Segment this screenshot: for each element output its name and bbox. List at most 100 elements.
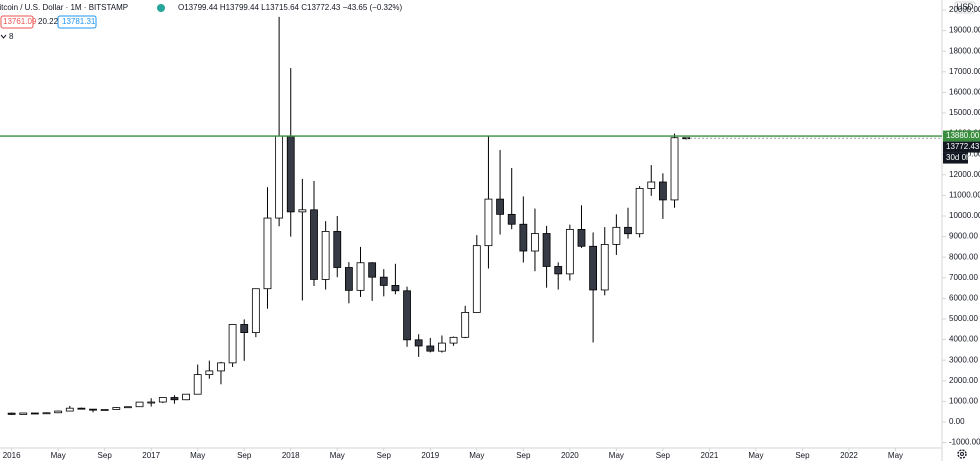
candle-body (193, 374, 202, 395)
last-price-badge (943, 141, 980, 153)
bid-price[interactable]: 13761.09 (3, 17, 37, 26)
x-tick-label: May (190, 451, 205, 460)
candle-body (147, 401, 156, 404)
candle-body (112, 407, 121, 410)
candle-body (472, 245, 481, 313)
candle-body (461, 312, 470, 338)
y-tick-label: 18000.00 (949, 46, 980, 55)
y-tick-label: 12000.00 (949, 170, 980, 179)
candle-body (251, 288, 260, 333)
candle-body (77, 407, 86, 410)
y-tick-label: 16000.00 (949, 88, 980, 97)
y-tick-label: 11000.00 (949, 191, 980, 200)
candle-body (158, 397, 167, 403)
indicator-count[interactable]: 8 (9, 32, 14, 41)
candle-body (414, 339, 423, 347)
candle-body (89, 408, 97, 411)
settings-icon[interactable] (957, 449, 967, 459)
x-tick-label: Sep (656, 451, 671, 460)
candle-body (438, 342, 446, 352)
x-tick-label: 2018 (282, 451, 300, 460)
candle-body (263, 217, 272, 290)
gear[interactable] (957, 449, 967, 459)
candle-body (379, 276, 388, 286)
level-label: 13880.00 (946, 131, 980, 140)
symbol-title[interactable]: Bitcoin / U.S. Dollar · 1M · BITSTAMP (0, 3, 128, 12)
x-tick-label: Sep (516, 451, 531, 460)
y-tick-label: 4000.00 (949, 335, 978, 344)
candle-body (286, 135, 295, 213)
candle-body (647, 181, 656, 189)
candle-body (321, 231, 330, 280)
candle-body (624, 226, 632, 235)
currency-box[interactable] (954, 1, 976, 14)
x-tick-label: May (330, 451, 345, 460)
candle-body (449, 336, 458, 344)
candle-body (658, 181, 667, 201)
y-tick-label: 7000.00 (949, 273, 978, 282)
candle-body (670, 137, 679, 201)
candle-body (65, 407, 74, 412)
last-price-label: 13772.43 (946, 142, 980, 151)
candle-body (484, 198, 493, 247)
x-tick-label: 2017 (142, 451, 160, 460)
candle-body (54, 410, 63, 414)
candle-body (135, 401, 144, 408)
x-tick-label: May (888, 451, 903, 460)
currency[interactable]: USD (957, 3, 974, 12)
candle-body (391, 285, 400, 292)
candle-body (635, 187, 644, 235)
candle-body (554, 266, 563, 275)
ask-price[interactable]: 13781.31 (62, 17, 96, 26)
spread: 20.22 (38, 17, 59, 26)
candle-body (217, 362, 225, 372)
candle-body (496, 198, 504, 215)
candle-body (7, 412, 16, 415)
gear-center[interactable] (960, 452, 964, 456)
y-tick-label: 9000.00 (949, 232, 978, 241)
x-tick-label: 2019 (421, 451, 439, 460)
candle-body (298, 209, 307, 213)
candle-body (310, 209, 318, 280)
candle-body (356, 262, 365, 291)
y-tick-label: 3000.00 (949, 355, 978, 364)
collapse-caret[interactable] (0, 34, 7, 39)
x-tick-label: May (748, 451, 763, 460)
candle-body (124, 406, 132, 409)
y-tick-label: 8000.00 (949, 252, 978, 261)
candle-body (368, 262, 377, 278)
x-tick-label: Sep (795, 451, 810, 460)
candle-body (542, 233, 551, 267)
x-tick-label: 2022 (840, 451, 858, 460)
x-tick-label: 2016 (3, 451, 21, 460)
ohlc-legend: O13799.44 H13799.44 L13715.64 C13772.43 … (178, 3, 403, 12)
candle-body (42, 412, 51, 415)
plot-area (7, 16, 691, 415)
y-tick-label: 15000.00 (949, 108, 980, 117)
y-tick-label: 5000.00 (949, 314, 978, 323)
candle-body (507, 213, 516, 225)
x-tick-label: Sep (377, 451, 392, 460)
candle-body (182, 393, 190, 401)
level-badge (943, 130, 980, 142)
x-tick-label: 2021 (701, 451, 719, 460)
candle-body (531, 233, 539, 252)
candle-body (403, 290, 411, 341)
market-status[interactable] (157, 4, 165, 12)
bid-box[interactable] (0, 15, 34, 29)
ask-box[interactable] (57, 15, 97, 29)
candle-body (344, 267, 353, 291)
candle-body (30, 412, 39, 415)
candle-body (19, 412, 28, 415)
y-tick-label: 10000.00 (949, 211, 980, 220)
y-tick-label: 20000.00 (949, 5, 980, 14)
y-tick-label: -1000.00 (949, 438, 980, 447)
x-tick-label: May (51, 451, 66, 460)
y-tick-label: 0.00 (949, 417, 965, 426)
candle-body (612, 226, 621, 245)
candle-body (589, 245, 598, 291)
candle-body (426, 345, 435, 352)
candle-body (228, 324, 237, 364)
candle-body (577, 228, 586, 247)
